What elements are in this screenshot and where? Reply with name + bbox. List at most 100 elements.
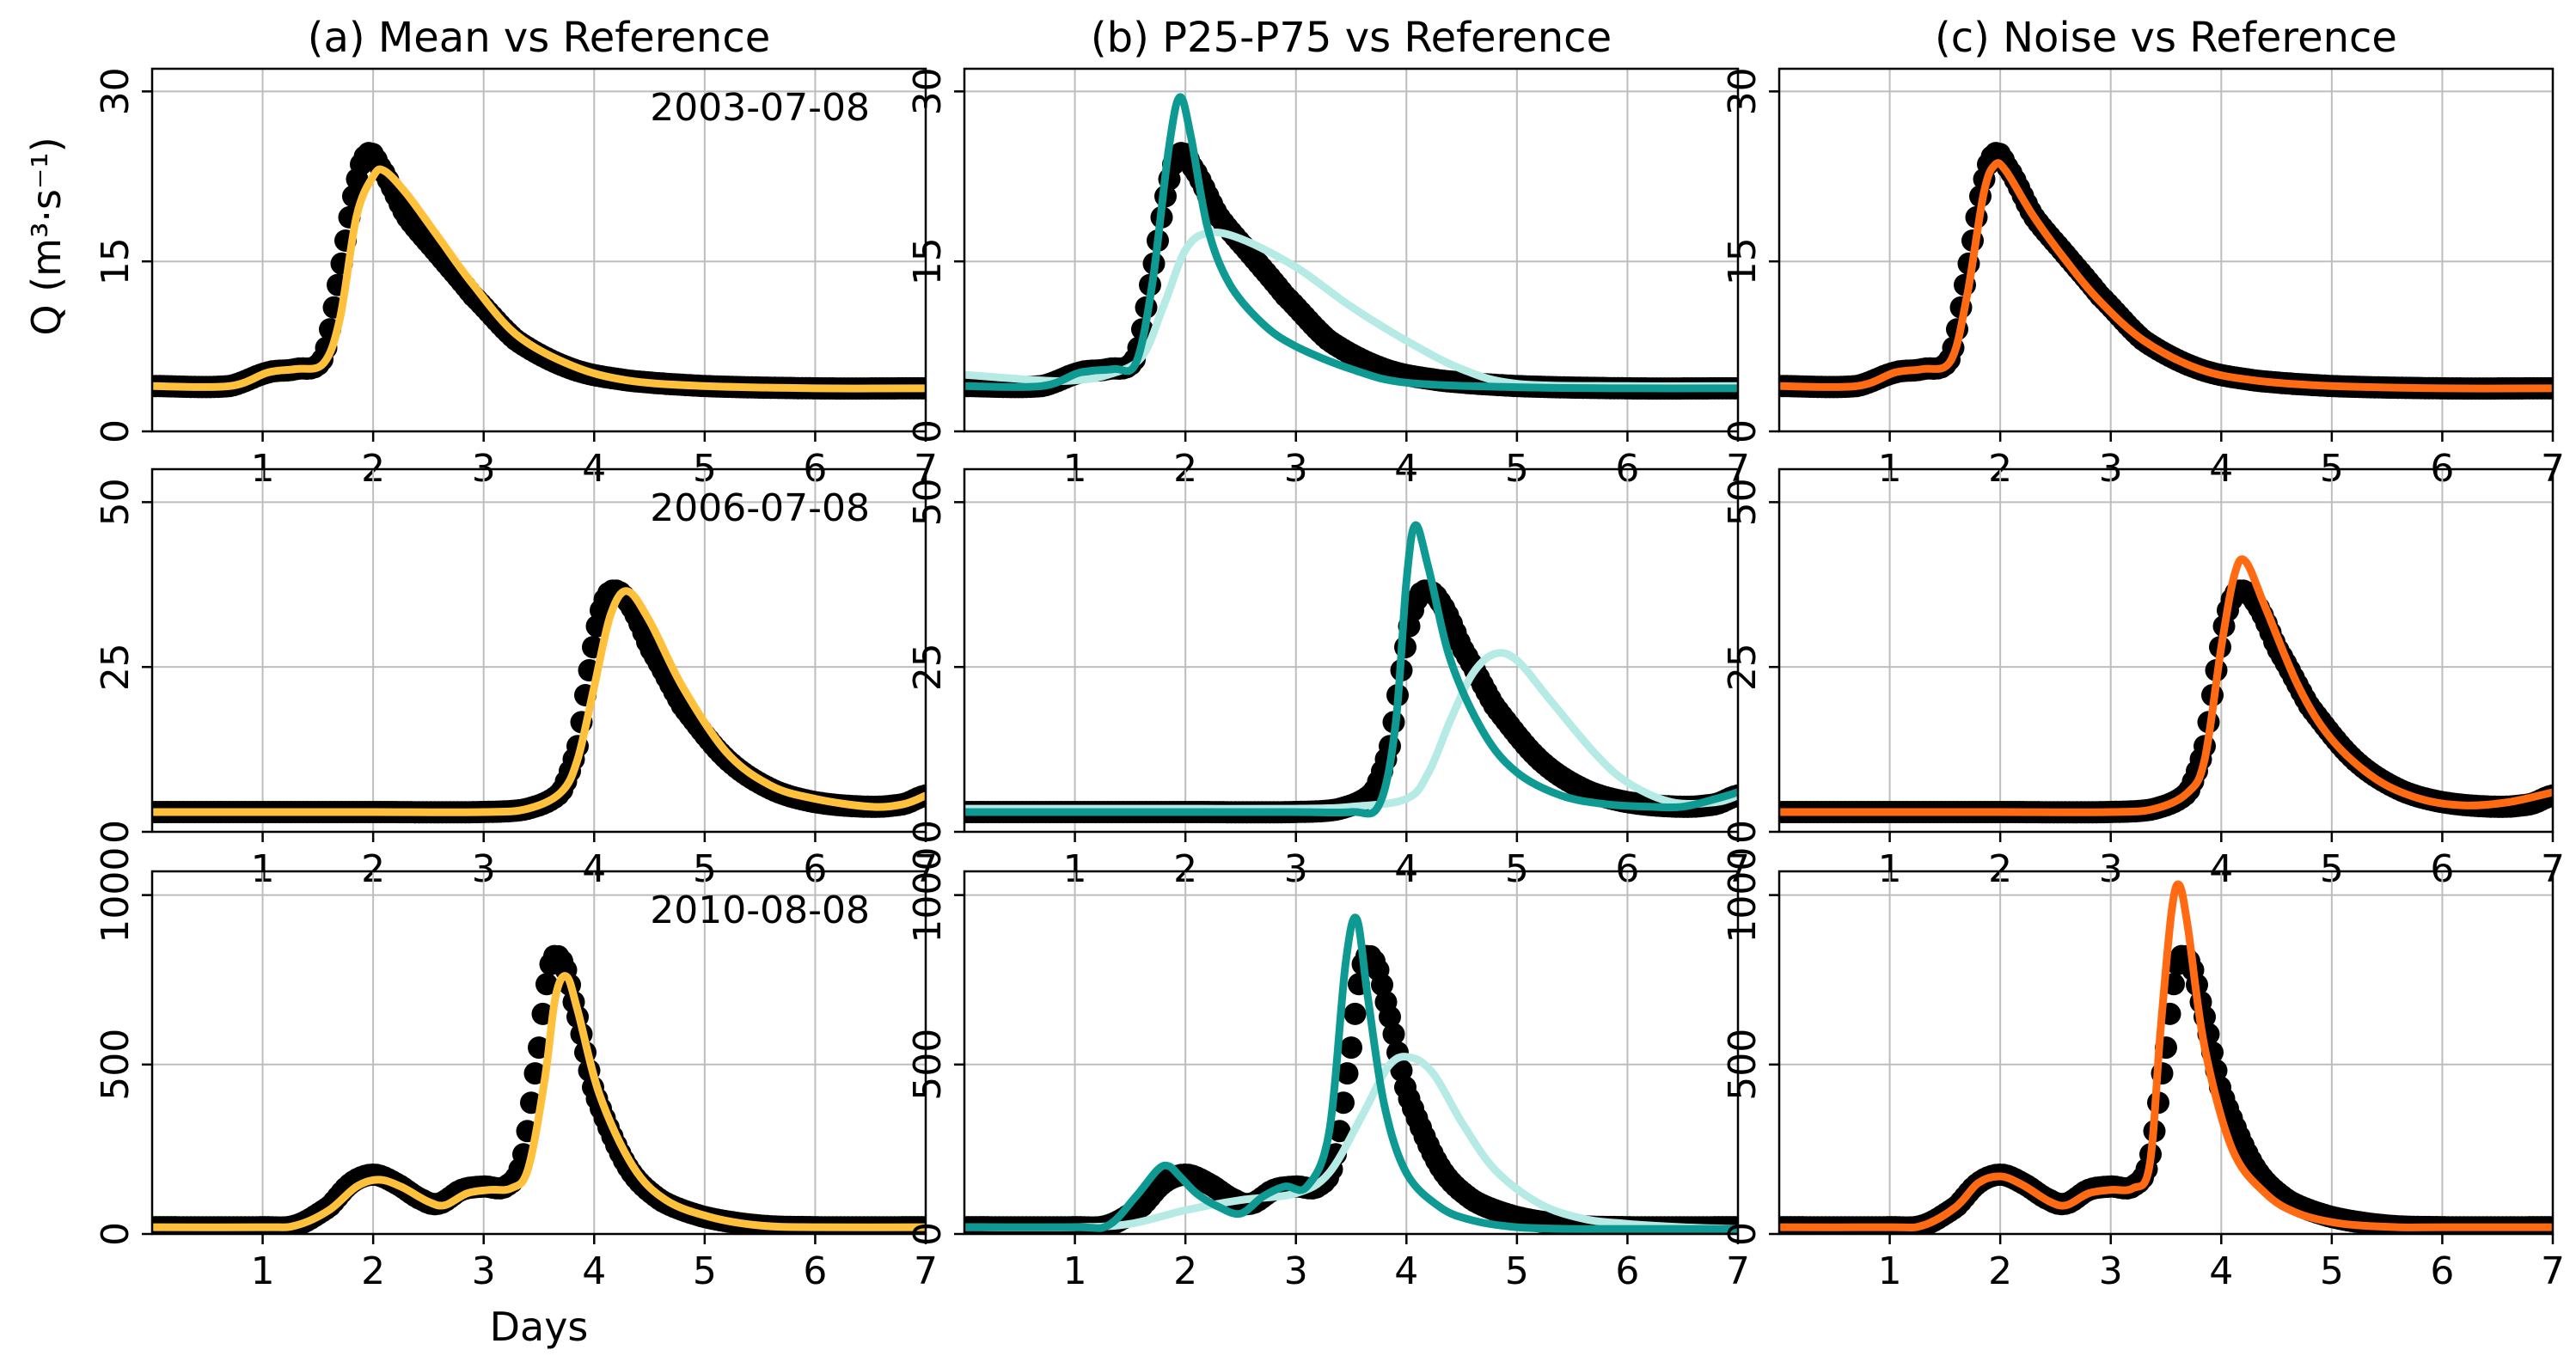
- reference-point: [535, 973, 558, 996]
- series-p25-line: [964, 913, 1738, 1233]
- x-tick-label: 5: [693, 1249, 717, 1293]
- axes-frame: [1778, 67, 2555, 433]
- y-tick-label: 0: [906, 419, 950, 443]
- y-tick-label: 15: [94, 237, 138, 285]
- y-tick-label: 0: [94, 820, 138, 844]
- y-tick-label: 0: [906, 820, 950, 844]
- reference-point: [1340, 1036, 1362, 1060]
- y-tick-label: 25: [94, 643, 138, 691]
- reference-point: [1379, 1005, 1401, 1029]
- plot-area: [152, 142, 926, 400]
- panel-title: (b) P25-P75 vs Reference: [1091, 14, 1612, 62]
- x-tick-label: 3: [2099, 1249, 2123, 1293]
- y-tick-label: 0: [1721, 419, 1765, 443]
- series-mean-line: [152, 165, 926, 393]
- plot-area: [1779, 880, 2553, 1234]
- series-p25-line: [964, 93, 1738, 393]
- plot-area: [964, 913, 1738, 1234]
- y-axis-label: Q (m³·s⁻¹): [23, 137, 70, 335]
- x-tick-label: 3: [472, 1249, 496, 1293]
- series-noise-line: [1779, 159, 2553, 393]
- series-noise-line: [1779, 880, 2553, 1231]
- event-date-annotation: 2003-07-08: [650, 86, 870, 130]
- event-date-annotation: 2006-07-08: [650, 486, 870, 530]
- series-reference-dots: [1779, 579, 2553, 824]
- x-tick-label: 2: [1988, 1249, 2012, 1293]
- panel-b-row2: 1 2 3 4 5 6 7 0 500 1000: [906, 847, 1750, 1293]
- x-tick-label: 7: [2541, 1249, 2565, 1293]
- y-tick-label: 0: [906, 1222, 950, 1246]
- reference-point: [1371, 974, 1393, 997]
- y-tick-label: 15: [906, 237, 950, 285]
- x-tick-label: 3: [1284, 1249, 1308, 1293]
- y-tick-label: 0: [1721, 1222, 1765, 1246]
- plot-area: [964, 521, 1738, 824]
- panel-title: (c) Noise vs Reference: [1935, 14, 2397, 62]
- x-tick-label: 7: [1726, 1249, 1750, 1293]
- y-tick-label: 25: [906, 643, 950, 691]
- y-tick-label: 0: [94, 419, 138, 443]
- y-tick-label: 1000: [906, 847, 950, 944]
- y-tick-label: 500: [1721, 1029, 1765, 1101]
- axes-frame: [150, 870, 927, 1236]
- y-tick-label: 500: [906, 1029, 950, 1101]
- series-reference-dots: [152, 579, 926, 824]
- x-tick-label: 1: [1878, 1249, 1902, 1293]
- series-reference-dots: [964, 142, 1738, 400]
- y-tick-label: 50: [94, 478, 138, 526]
- y-tick-label: 15: [1721, 237, 1765, 285]
- series-noise-line: [1779, 555, 2553, 816]
- reference-point: [1343, 1002, 1367, 1025]
- x-tick-label: 4: [582, 1249, 606, 1293]
- x-tick-label: 1: [1063, 1249, 1087, 1293]
- series-p25-line: [964, 521, 1738, 818]
- panel-c-row2: 1 2 3 4 5 6 7 0 500 1000: [1721, 847, 2565, 1293]
- x-axis-label: Days: [490, 1304, 589, 1350]
- y-tick-label: 50: [1721, 478, 1765, 526]
- plot-area: [964, 93, 1738, 400]
- plot-area: [152, 579, 926, 824]
- axes-frame: [150, 67, 927, 433]
- plot-area: [152, 944, 926, 1234]
- series-reference-dots: [1779, 142, 2553, 400]
- series-p75-line: [964, 1053, 1738, 1233]
- x-tick-label: 2: [361, 1249, 385, 1293]
- y-tick-label: 1000: [94, 847, 138, 944]
- reference-point: [1336, 1062, 1359, 1085]
- reference-point: [523, 1062, 547, 1085]
- series-mean-line: [152, 972, 926, 1231]
- y-tick-label: 1000: [1721, 847, 1765, 944]
- panel-a-row2: 1 2 3 4 5 6 7 0 500 1000 2010-08-08: [94, 847, 938, 1293]
- reference-point: [1390, 1059, 1413, 1082]
- plot-area: [1779, 142, 2553, 400]
- series-reference-dots: [964, 944, 1738, 1234]
- event-date-annotation: 2010-08-08: [650, 889, 870, 932]
- reference-point: [1332, 1091, 1355, 1115]
- axes-frame: [963, 870, 1740, 1236]
- x-tick-label: 6: [1615, 1249, 1639, 1293]
- x-tick-label: 4: [2209, 1249, 2233, 1293]
- y-tick-label: 30: [906, 67, 950, 115]
- axes-frame: [963, 67, 1740, 433]
- panel-title: (a) Mean vs Reference: [308, 14, 771, 62]
- series-reference-dots: [152, 142, 926, 400]
- x-tick-label: 6: [2430, 1249, 2454, 1293]
- x-tick-label: 4: [1394, 1249, 1418, 1293]
- series-mean-line: [152, 587, 926, 816]
- axes-frame: [1778, 467, 2555, 834]
- y-tick-label: 30: [1721, 67, 1765, 115]
- x-tick-label: 7: [914, 1249, 938, 1293]
- y-tick-label: 25: [1721, 643, 1765, 691]
- x-tick-label: 5: [2320, 1249, 2344, 1293]
- x-tick-label: 1: [251, 1249, 275, 1293]
- x-tick-label: 5: [1505, 1249, 1529, 1293]
- plot-area: [1779, 555, 2553, 824]
- y-tick-label: 500: [94, 1029, 138, 1101]
